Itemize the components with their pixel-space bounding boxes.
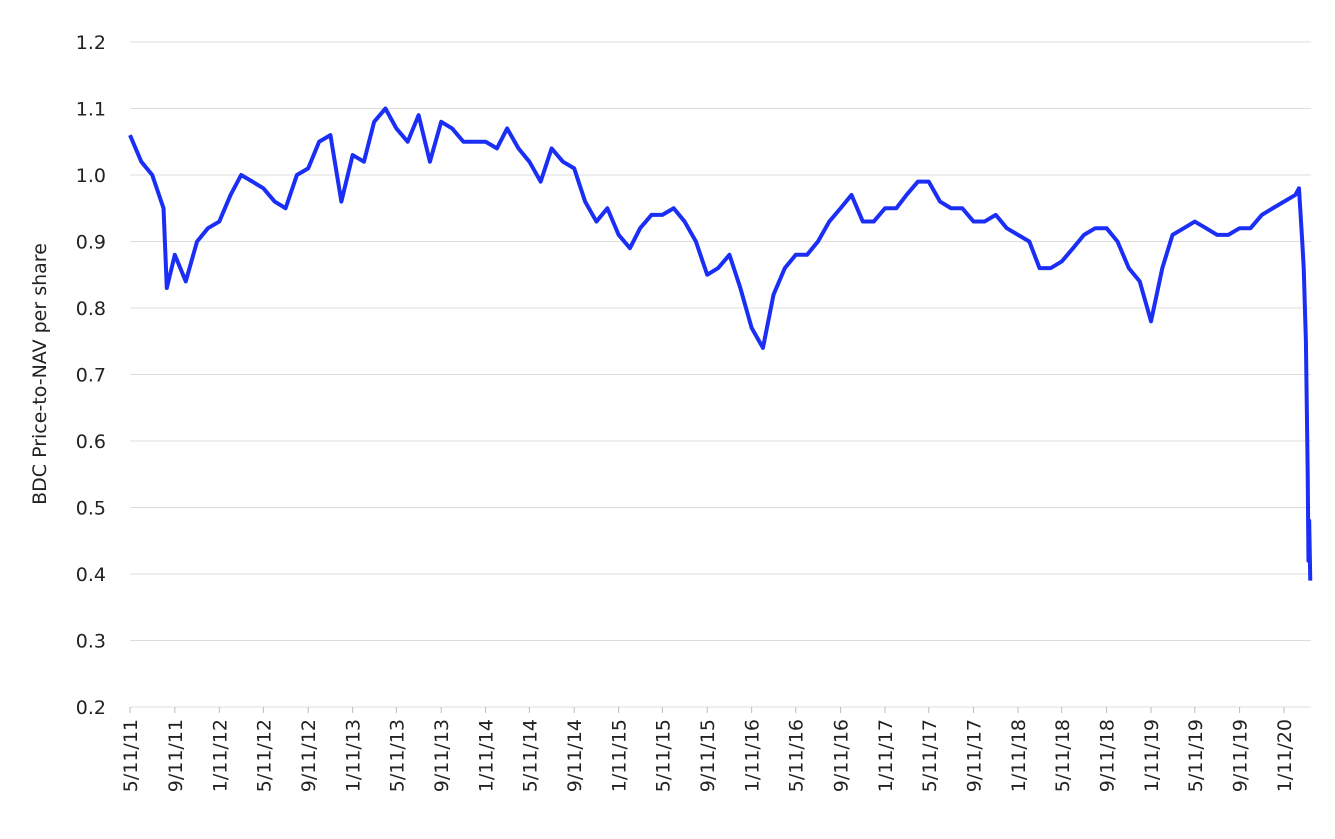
x-tick-label: 1/11/16 (742, 719, 764, 792)
data-line (128, 106, 1313, 581)
x-tick-label: 5/11/18 (1052, 719, 1074, 792)
y-tick-label: 1.1 (76, 99, 106, 121)
x-tick-label: 1/11/14 (476, 719, 498, 792)
y-tick-label: 0.4 (76, 564, 106, 586)
x-tick-label: 1/11/20 (1274, 719, 1296, 792)
y-tick-label: 1.2 (76, 32, 106, 54)
x-tick-label: 5/11/11 (120, 719, 142, 792)
x-tick-label: 9/11/13 (431, 719, 453, 792)
y-tick-label: 0.5 (76, 498, 106, 520)
y-tick-label: 0.2 (76, 697, 106, 719)
x-tick-label: 5/11/12 (253, 719, 275, 792)
x-tick-label: 9/11/11 (165, 719, 187, 792)
x-tick-label: 5/11/14 (519, 719, 541, 792)
x-tick-label: 5/11/15 (652, 719, 674, 792)
y-tick-label: 1.0 (76, 165, 106, 187)
x-tick-label: 5/11/19 (1185, 719, 1207, 792)
x-tick-label: 5/11/16 (786, 719, 808, 792)
x-tick-label: 1/11/12 (209, 719, 231, 792)
x-tick-label: 9/11/17 (964, 719, 986, 792)
x-tick-label: 9/11/19 (1230, 719, 1252, 792)
x-tick-label: 1/11/15 (609, 719, 631, 792)
x-tick-label: 9/11/14 (564, 719, 586, 792)
x-tick-label: 1/11/13 (343, 719, 365, 792)
x-tick-label: 9/11/15 (697, 719, 719, 792)
x-tick-label: 1/11/19 (1141, 719, 1163, 792)
x-tick-label: 1/11/18 (1008, 719, 1030, 792)
x-tick-label: 1/11/17 (875, 719, 897, 792)
y-tick-label: 0.3 (76, 631, 106, 653)
y-tick-label: 0.9 (76, 232, 106, 254)
y-tick-label: 0.7 (76, 365, 106, 387)
y-tick-label: 0.6 (76, 431, 106, 453)
x-tick-label: 5/11/17 (919, 719, 941, 792)
y-tick-label: 0.8 (76, 298, 106, 320)
x-tick-label: 9/11/18 (1097, 719, 1119, 792)
x-tick-label: 9/11/16 (831, 719, 853, 792)
x-tick-label: 9/11/12 (298, 719, 320, 792)
x-tick-label: 5/11/13 (386, 719, 408, 792)
y-axis-label: BDC Price-to-NAV per share (29, 243, 51, 505)
